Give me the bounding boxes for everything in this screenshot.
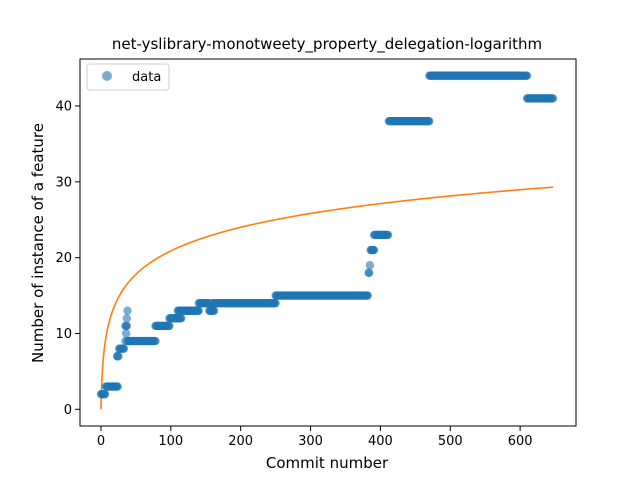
data-point <box>119 344 129 353</box>
data-point <box>271 298 280 308</box>
data-point <box>548 94 558 103</box>
x-tick-label: 0 <box>97 434 105 449</box>
data-point <box>365 268 374 278</box>
y-tick-label: 10 <box>55 327 72 342</box>
x-axis-ticks: 0 100 200 300 400 500 600 <box>97 426 533 449</box>
data-point <box>194 306 203 315</box>
data-point <box>121 329 131 338</box>
legend-box <box>86 63 170 91</box>
data-point <box>100 389 110 399</box>
y-axis-ticks: 0 10 20 30 40 <box>55 100 80 418</box>
data-point <box>383 230 393 240</box>
y-tick-label: 0 <box>64 403 72 418</box>
y-tick-label: 40 <box>55 100 72 115</box>
data-point <box>177 314 186 323</box>
data-points-layer <box>96 71 558 399</box>
data-point <box>363 291 373 300</box>
data-point <box>365 261 375 270</box>
data-point <box>122 321 132 331</box>
data-point <box>151 336 160 346</box>
x-tick-label: 400 <box>368 434 393 449</box>
x-tick-label: 500 <box>438 434 463 449</box>
y-tick-label: 20 <box>55 251 72 266</box>
y-axis-label: Number of instance of a feature <box>29 123 47 363</box>
data-point <box>113 382 122 391</box>
chart-title: net-yslibrary-monotweety_property_delega… <box>112 35 542 54</box>
fit-curve <box>100 186 554 410</box>
data-point <box>123 306 132 315</box>
x-tick-label: 300 <box>298 434 323 449</box>
x-tick-label: 200 <box>228 434 253 449</box>
plot-frame <box>79 58 577 427</box>
x-tick-label: 600 <box>508 434 533 449</box>
legend-entry-data: data <box>132 70 161 85</box>
data-point <box>122 314 132 323</box>
fit-curve-layer <box>100 186 554 410</box>
data-point <box>209 306 219 315</box>
data-point <box>369 245 379 255</box>
data-point <box>522 71 532 80</box>
x-tick-label: 100 <box>158 434 183 449</box>
data-point <box>425 116 434 126</box>
y-tick-label: 30 <box>55 175 72 190</box>
x-axis-label: Commit number <box>266 454 389 472</box>
legend: data <box>86 63 170 91</box>
data-point <box>165 321 174 331</box>
data-point <box>114 352 123 361</box>
legend-marker-data <box>102 71 112 81</box>
